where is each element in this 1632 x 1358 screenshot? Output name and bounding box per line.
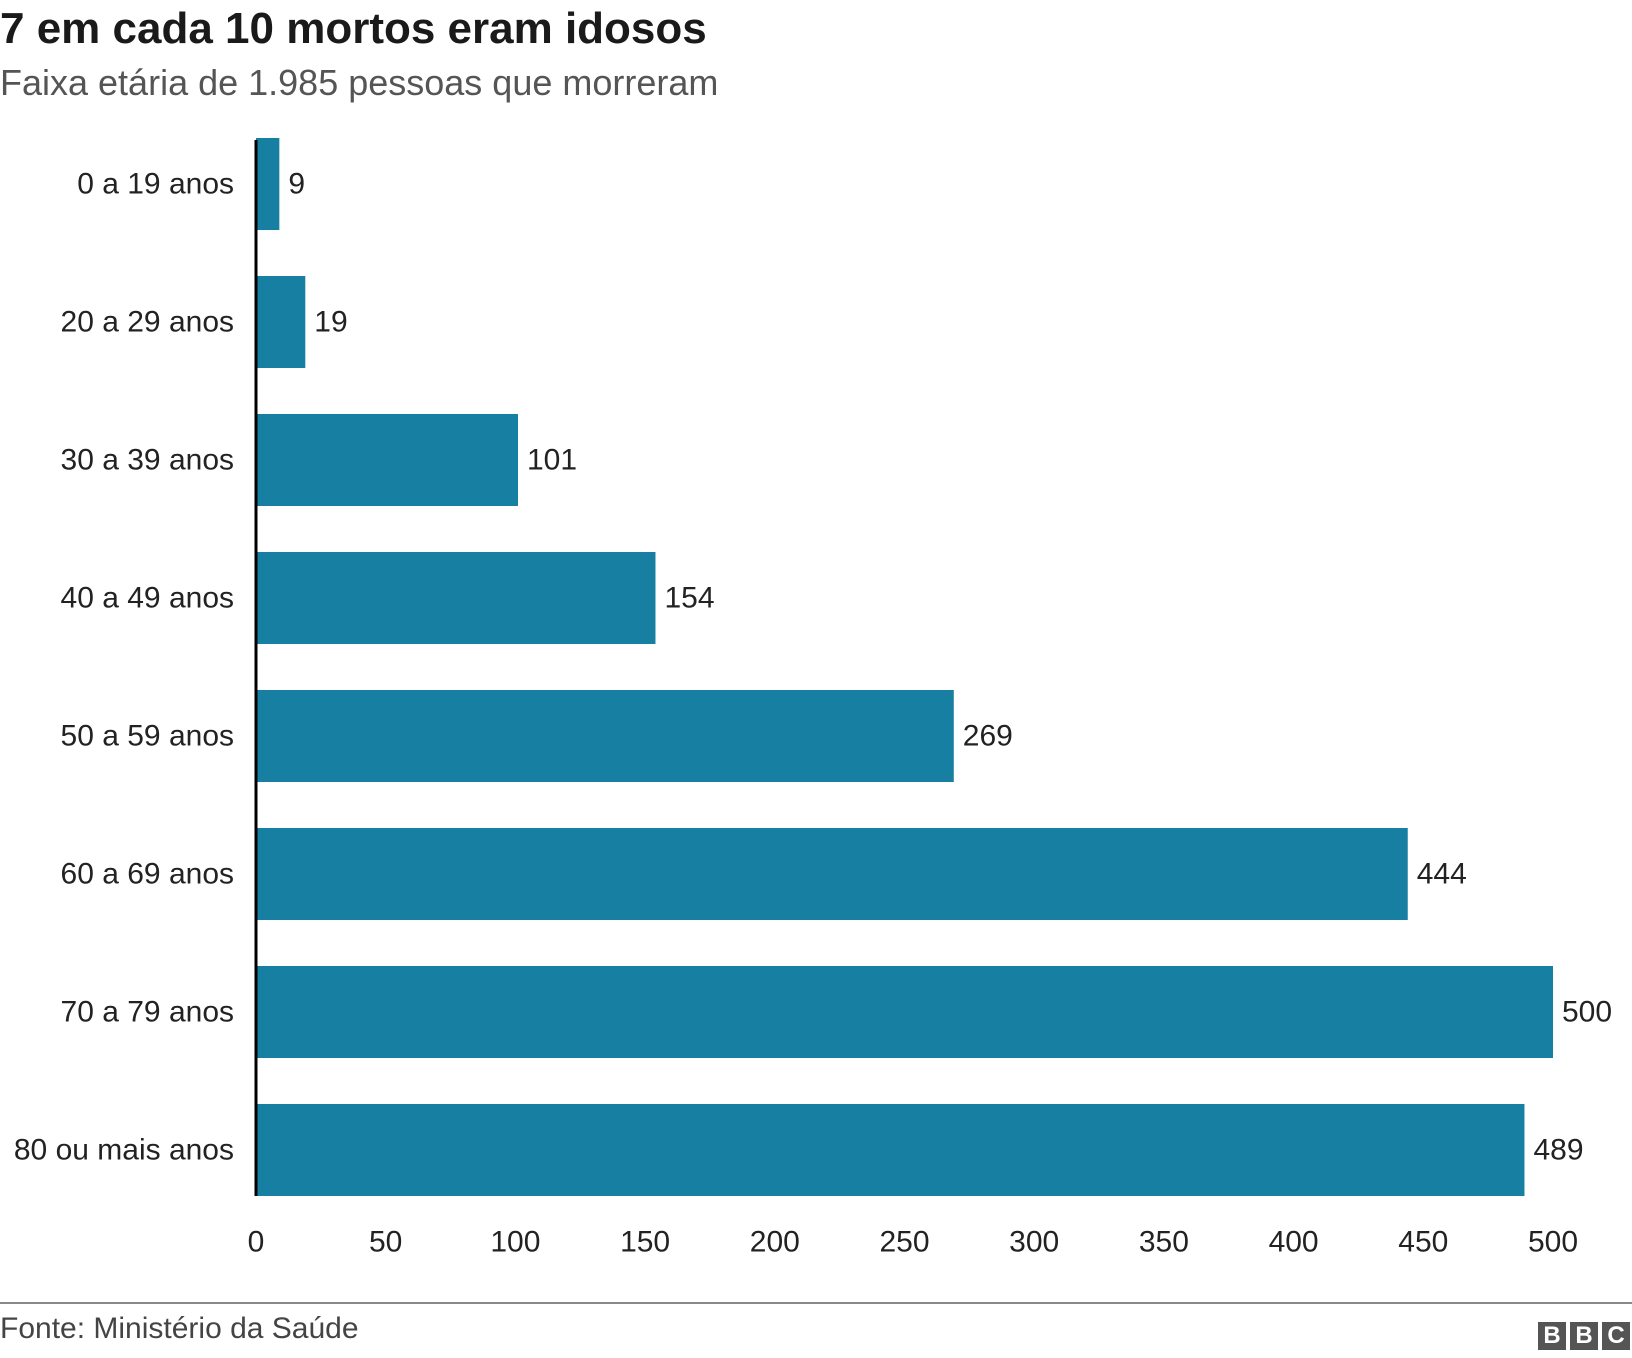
- value-label: 101: [527, 444, 577, 477]
- x-tick-label: 500: [1528, 1226, 1578, 1259]
- bar-chart: 0 a 19 anos 9 20 a 29 anos 19 30 a 39 anos 10…: [14, 138, 1612, 1259]
- bbc-logo-letter-3: C: [1602, 1322, 1630, 1350]
- value-label: 489: [1533, 1134, 1583, 1167]
- footer-divider: [0, 1302, 1632, 1304]
- bbc-logo: B B C: [1538, 1322, 1630, 1350]
- value-label: 154: [664, 582, 714, 615]
- bar: [256, 1104, 1525, 1196]
- x-tick-label: 100: [490, 1226, 540, 1259]
- category-label: 20 a 29 anos: [61, 306, 234, 339]
- x-tick-label: 150: [620, 1226, 670, 1259]
- bar: [256, 828, 1408, 920]
- value-label: 269: [963, 720, 1013, 753]
- value-label: 9: [288, 168, 305, 201]
- chart-title: 7 em cada 10 mortos eram idosos: [0, 4, 707, 53]
- category-label: 30 a 39 anos: [61, 444, 234, 477]
- x-tick-label: 250: [879, 1226, 929, 1259]
- category-label: 70 a 79 anos: [61, 996, 234, 1029]
- category-label: 80 ou mais anos: [14, 1134, 234, 1167]
- x-tick-label: 350: [1139, 1226, 1189, 1259]
- bar: [256, 414, 518, 506]
- x-tick-label: 50: [369, 1226, 402, 1259]
- x-tick-label: 450: [1398, 1226, 1448, 1259]
- bbc-logo-letter-1: B: [1538, 1322, 1566, 1350]
- value-label: 19: [314, 306, 347, 339]
- category-label: 60 a 69 anos: [61, 858, 234, 891]
- category-label: 40 a 49 anos: [61, 582, 234, 615]
- bar: [256, 690, 954, 782]
- x-tick-label: 0: [248, 1226, 265, 1259]
- x-tick-label: 300: [1009, 1226, 1059, 1259]
- category-label: 0 a 19 anos: [77, 168, 234, 201]
- bar: [256, 552, 656, 644]
- bbc-logo-letter-2: B: [1570, 1322, 1598, 1350]
- value-label: 444: [1417, 858, 1467, 891]
- bar: [256, 966, 1553, 1058]
- source-note: Fonte: Ministério da Saúde: [0, 1312, 359, 1345]
- value-label: 500: [1562, 996, 1612, 1029]
- x-tick-label: 200: [750, 1226, 800, 1259]
- bar: [256, 276, 306, 368]
- category-label: 50 a 59 anos: [61, 720, 234, 753]
- bar: [256, 138, 280, 230]
- x-tick-label: 400: [1269, 1226, 1319, 1259]
- chart-subtitle: Faixa etária de 1.985 pessoas que morrer…: [0, 62, 719, 103]
